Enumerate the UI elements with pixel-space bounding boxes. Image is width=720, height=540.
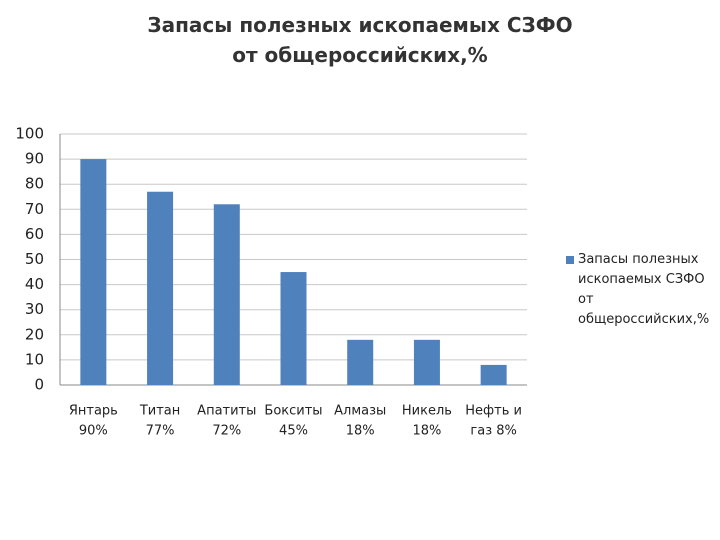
chart-title: Запасы полезных ископаемых СЗФО от общер… (147, 13, 573, 67)
bar (480, 364, 507, 385)
legend-swatch (566, 256, 574, 264)
y-tick-label: 90 (25, 150, 44, 168)
x-tick-label: Алмазы (334, 404, 386, 419)
x-tick-label: Никель (402, 404, 452, 419)
x-tick-label: Бокситы (264, 404, 322, 419)
y-tick-label: 20 (25, 325, 44, 343)
x-tick-label: 77% (146, 424, 175, 439)
y-tick-label: 50 (25, 250, 44, 268)
y-tick-label: 0 (34, 376, 44, 394)
bar (280, 272, 307, 385)
legend-label: Запасы полезных ископаемых СЗФО от общер… (578, 252, 710, 327)
y-tick-label: 70 (25, 200, 44, 218)
bar (80, 159, 107, 385)
bar (213, 204, 240, 385)
x-tick-label: Янтарь (69, 404, 118, 419)
x-tick-label: Нефть и (465, 404, 522, 419)
y-tick-label: 60 (25, 225, 44, 243)
x-tick-label: газ 8% (470, 424, 516, 439)
bar (147, 191, 174, 385)
y-tick-label: 30 (25, 300, 44, 318)
bar (347, 339, 374, 385)
x-tick-label: 72% (212, 424, 241, 439)
y-tick-label: 100 (15, 125, 44, 143)
x-tick-label: 45% (279, 424, 308, 439)
x-tick-label: Титан (139, 404, 180, 419)
x-tick-label: 90% (79, 424, 108, 439)
x-tick-label: 18% (346, 424, 375, 439)
y-tick-label: 80 (25, 175, 44, 193)
y-tick-label: 40 (25, 275, 44, 293)
bar (413, 339, 440, 385)
y-tick-label: 10 (25, 350, 44, 368)
x-tick-label: Апатиты (197, 404, 256, 419)
x-tick-label: 18% (412, 424, 441, 439)
